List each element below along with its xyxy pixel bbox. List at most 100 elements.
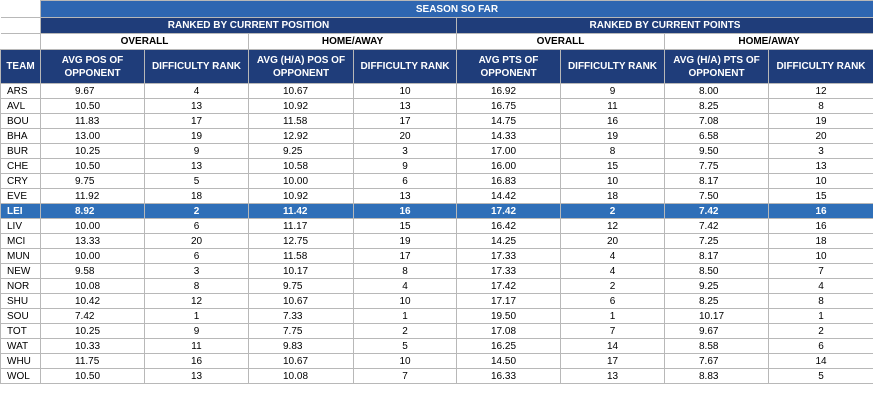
difficulty-rank-cell: 17 xyxy=(144,113,249,129)
average-cell: 7.25 xyxy=(664,233,769,249)
average-cell: 7.42 xyxy=(664,218,769,234)
difficulty-rank-cell: 2 xyxy=(353,323,457,339)
difficulty-rank-cell: 16 xyxy=(353,203,457,219)
difficulty-rank-cell: 17 xyxy=(560,353,665,369)
difficulty-rank-cell: 9 xyxy=(353,158,457,174)
difficulty-rank-cell: 4 xyxy=(144,83,249,99)
average-cell: 9.67 xyxy=(664,323,769,339)
team-cell: WOL xyxy=(0,368,41,384)
average-cell: 7.67 xyxy=(664,353,769,369)
average-cell: 10.17 xyxy=(664,308,769,324)
difficulty-rank-cell: 13 xyxy=(353,98,457,114)
difficulty-rank-cell: 18 xyxy=(144,188,249,204)
difficulty-rank-cell: 10 xyxy=(768,248,873,264)
difficulty-rank-cell: 7 xyxy=(768,263,873,279)
average-cell: 17.08 xyxy=(456,323,561,339)
column-header: DIFFICULTY RANK xyxy=(560,49,665,84)
average-cell: 16.42 xyxy=(456,218,561,234)
column-header: AVG POS OF OPPONENT xyxy=(40,49,145,84)
average-cell: 6.58 xyxy=(664,128,769,144)
difficulty-rank-cell: 5 xyxy=(768,368,873,384)
difficulty-rank-cell: 8 xyxy=(353,263,457,279)
average-cell: 10.00 xyxy=(40,218,145,234)
average-cell: 16.83 xyxy=(456,173,561,189)
average-cell: 8.00 xyxy=(664,83,769,99)
difficulty-rank-cell: 1 xyxy=(768,308,873,324)
average-cell: 14.75 xyxy=(456,113,561,129)
average-cell: 8.83 xyxy=(664,368,769,384)
average-cell: 11.17 xyxy=(248,218,354,234)
table-row: SHU 10.42 12 10.67 10 17.17 6 8.25 8 xyxy=(0,293,873,309)
average-cell: 13.33 xyxy=(40,233,145,249)
difficulty-rank-cell: 6 xyxy=(144,248,249,264)
difficulty-rank-cell: 8 xyxy=(768,98,873,114)
average-cell: 10.50 xyxy=(40,158,145,174)
column-header: DIFFICULTY RANK xyxy=(768,49,873,84)
difficulty-rank-cell: 16 xyxy=(560,113,665,129)
average-cell: 16.75 xyxy=(456,98,561,114)
difficulty-rank-cell: 19 xyxy=(144,128,249,144)
column-header: AVG (H/A) PTS OF OPPONENT xyxy=(664,49,769,84)
difficulty-rank-cell: 17 xyxy=(353,113,457,129)
average-cell: 11.42 xyxy=(248,203,354,219)
difficulty-rank-cell: 2 xyxy=(560,278,665,294)
table-row: TOT 10.25 9 7.75 2 17.08 7 9.67 2 xyxy=(0,323,873,339)
table-row: BUR 10.25 9 9.25 3 17.00 8 9.50 3 xyxy=(0,143,873,159)
average-cell: 9.67 xyxy=(40,83,145,99)
average-cell: 16.92 xyxy=(456,83,561,99)
difficulty-rank-cell: 13 xyxy=(560,368,665,384)
difficulty-rank-cell: 13 xyxy=(144,98,249,114)
table-row: CRY 9.75 5 10.00 6 16.83 10 8.17 10 xyxy=(0,173,873,189)
difficulty-rank-cell: 10 xyxy=(560,173,665,189)
difficulty-rank-cell: 8 xyxy=(144,278,249,294)
table-row: ARS 9.67 4 10.67 10 16.92 9 8.00 12 xyxy=(0,83,873,99)
difficulty-rank-cell: 16 xyxy=(768,218,873,234)
average-cell: 11.75 xyxy=(40,353,145,369)
difficulty-rank-cell: 2 xyxy=(144,203,249,219)
average-cell: 10.50 xyxy=(40,368,145,384)
average-cell: 9.58 xyxy=(40,263,145,279)
table-row: WHU 11.75 16 10.67 10 14.50 17 7.67 14 xyxy=(0,353,873,369)
subgroup-overall: OVERALL xyxy=(456,33,665,50)
column-header: DIFFICULTY RANK xyxy=(353,49,457,84)
team-cell: EVE xyxy=(0,188,41,204)
difficulty-rank-cell: 10 xyxy=(353,293,457,309)
average-cell: 17.33 xyxy=(456,248,561,264)
team-cell: MCI xyxy=(0,233,41,249)
team-cell: LIV xyxy=(0,218,41,234)
difficulty-rank-cell: 7 xyxy=(560,323,665,339)
average-cell: 11.92 xyxy=(40,188,145,204)
difficulty-rank-cell: 16 xyxy=(768,203,873,219)
team-cell: SHU xyxy=(0,293,41,309)
team-cell: SOU xyxy=(0,308,41,324)
difficulty-rank-cell: 20 xyxy=(560,233,665,249)
team-cell: LEI xyxy=(0,203,41,219)
difficulty-rank-cell: 6 xyxy=(144,218,249,234)
table-row: EVE 11.92 18 10.92 13 14.42 18 7.50 15 xyxy=(0,188,873,204)
team-cell: CRY xyxy=(0,173,41,189)
difficulty-rank-cell: 3 xyxy=(768,143,873,159)
difficulty-rank-cell: 10 xyxy=(768,173,873,189)
team-cell: WHU xyxy=(0,353,41,369)
team-cell: CHE xyxy=(0,158,41,174)
difficulty-rank-cell: 10 xyxy=(353,353,457,369)
average-cell: 16.33 xyxy=(456,368,561,384)
average-cell: 8.92 xyxy=(40,203,145,219)
difficulty-rank-cell: 3 xyxy=(353,143,457,159)
corner-blank xyxy=(0,33,41,50)
subgroup-overall: OVERALL xyxy=(40,33,249,50)
table-row: BOU 11.83 17 11.58 17 14.75 16 7.08 19 xyxy=(0,113,873,129)
column-header: DIFFICULTY RANK xyxy=(144,49,249,84)
average-cell: 7.08 xyxy=(664,113,769,129)
table-row: NEW 9.58 3 10.17 8 17.33 4 8.50 7 xyxy=(0,263,873,279)
difficulty-rank-cell: 4 xyxy=(768,278,873,294)
average-cell: 8.50 xyxy=(664,263,769,279)
difficulty-rank-cell: 8 xyxy=(768,293,873,309)
average-cell: 10.92 xyxy=(248,98,354,114)
average-cell: 8.17 xyxy=(664,173,769,189)
difficulty-rank-cell: 3 xyxy=(144,263,249,279)
average-cell: 12.92 xyxy=(248,128,354,144)
group-header-position: RANKED BY CURRENT POSITION xyxy=(40,17,457,34)
average-cell: 8.25 xyxy=(664,98,769,114)
difficulty-rank-cell: 5 xyxy=(353,338,457,354)
